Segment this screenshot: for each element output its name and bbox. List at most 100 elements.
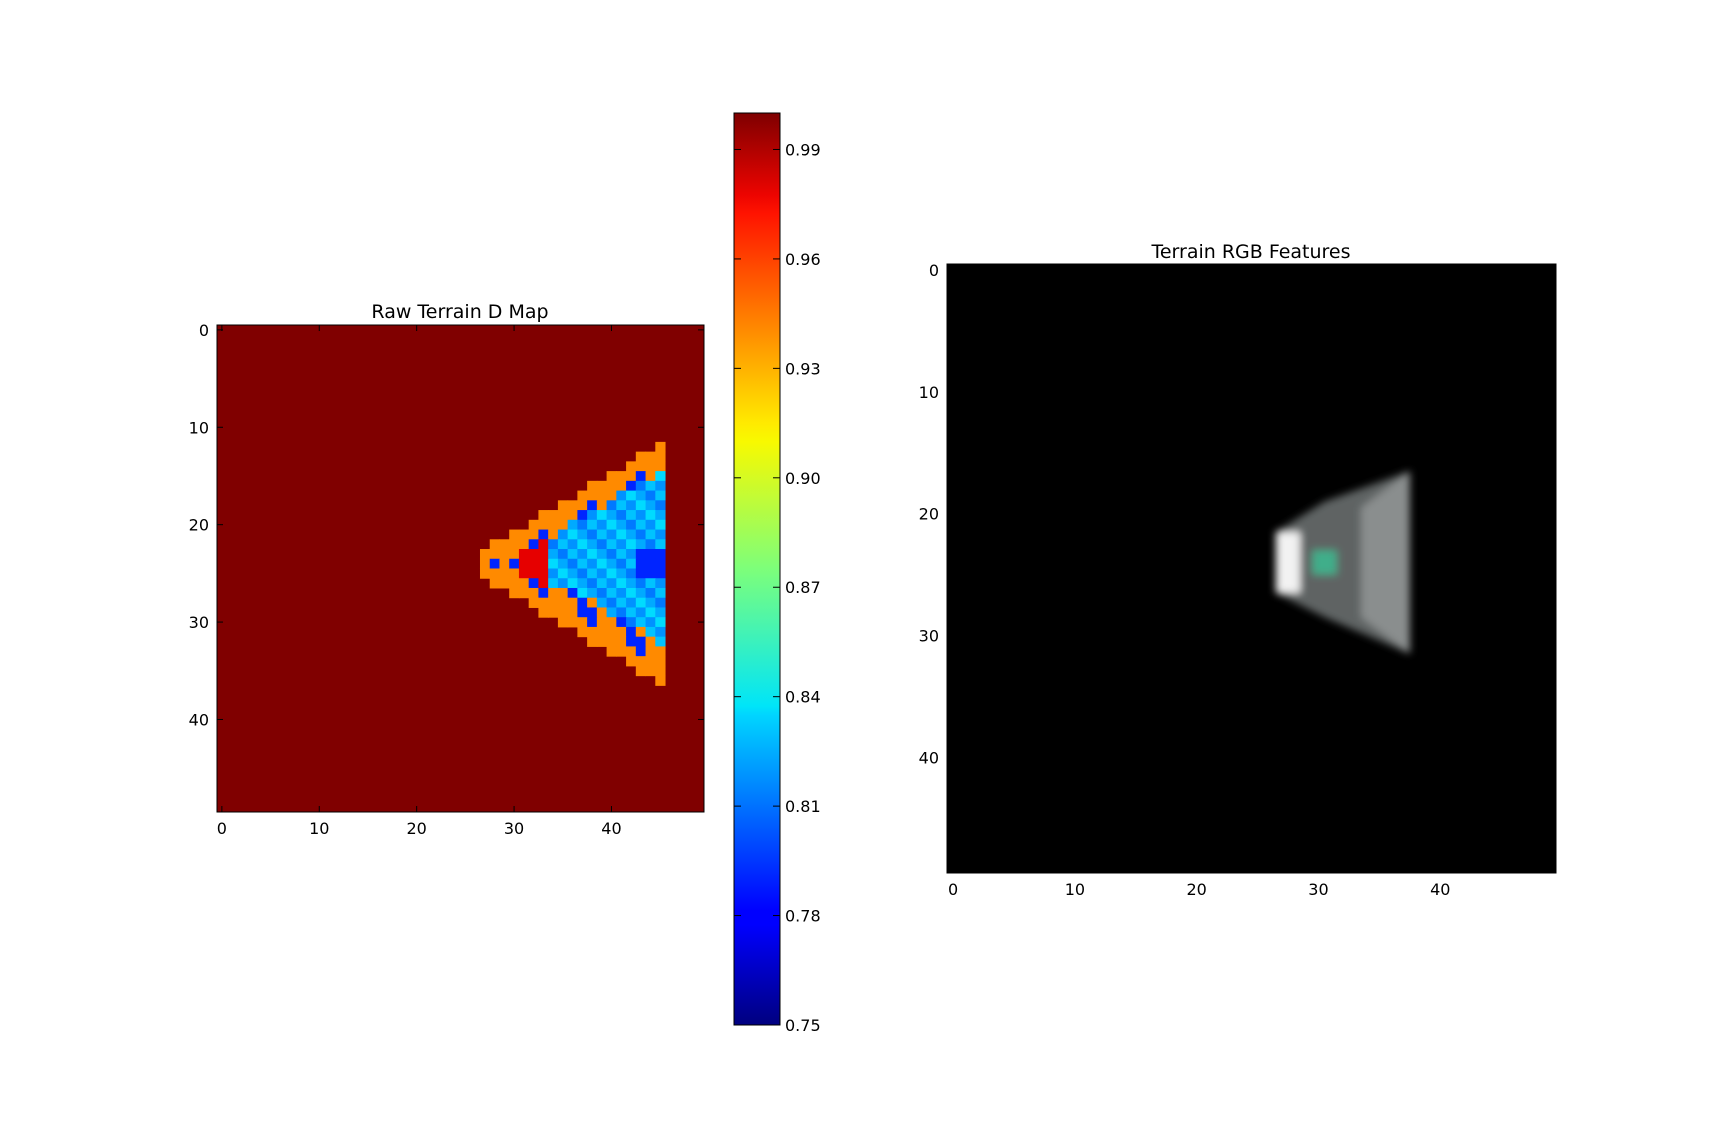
heatmap-cell <box>645 480 656 492</box>
heatmap-cell <box>635 549 647 560</box>
panel2-frame <box>946 263 1557 874</box>
heatmap-cell <box>587 587 598 599</box>
heatmap-cell <box>509 549 520 560</box>
heatmap-cell <box>528 549 539 560</box>
heatmap-cell <box>616 490 627 501</box>
heatmap-cell <box>548 549 559 560</box>
colorbar-tick-label: 0.81 <box>785 797 821 816</box>
heatmap-cell <box>577 597 588 608</box>
heatmap-cell <box>548 558 559 569</box>
heatmap-cell <box>645 539 656 550</box>
heatmap-cell <box>655 617 666 628</box>
heatmap-cell <box>548 519 559 531</box>
heatmap-cell <box>509 587 520 599</box>
heatmap-cell <box>587 549 598 560</box>
heatmap-cell <box>616 597 627 608</box>
panel2-ytick-label: 20 <box>919 505 939 524</box>
heatmap-cell <box>548 539 559 550</box>
heatmap-cell <box>655 461 666 472</box>
heatmap-cell <box>499 578 510 589</box>
panel1-ytick-label: 40 <box>189 710 209 729</box>
heatmap-cell <box>606 646 617 657</box>
heatmap-cell <box>606 539 617 550</box>
heatmap-cell <box>635 558 647 569</box>
heatmap-cell <box>596 607 608 618</box>
heatmap-cell <box>616 529 627 540</box>
heatmap-cell <box>557 529 569 540</box>
heatmap-cell <box>587 617 598 628</box>
heatmap-cell <box>596 617 608 628</box>
heatmap-cell <box>606 607 617 618</box>
heatmap-cell <box>528 587 539 599</box>
heatmap-cell <box>518 539 530 550</box>
heatmap-cell <box>626 529 637 540</box>
heatmap-cell <box>606 617 617 628</box>
heatmap-cell <box>557 568 569 579</box>
heatmap-cell <box>626 626 637 638</box>
heatmap-cell <box>606 529 617 540</box>
heatmap-cell <box>655 587 666 599</box>
heatmap-cell <box>587 597 598 608</box>
heatmap-cell <box>655 665 666 677</box>
panel2-xtick-label: 40 <box>1430 880 1450 899</box>
heatmap-cell <box>626 500 637 511</box>
heatmap-cell <box>645 500 656 511</box>
heatmap-cell <box>606 558 617 569</box>
heatmap-cell <box>577 578 588 589</box>
heatmap-cell <box>548 587 559 599</box>
heatmap-cell <box>489 578 500 589</box>
heatmap-cell <box>626 636 637 647</box>
heatmap-cell <box>616 558 627 569</box>
heatmap-cell <box>626 558 637 569</box>
heatmap-cell <box>557 578 569 589</box>
heatmap-cell <box>655 646 666 657</box>
heatmap-cell <box>616 636 627 647</box>
heatmap-cell <box>557 597 569 608</box>
heatmap-cell <box>528 529 539 540</box>
heatmap-cell <box>557 558 569 569</box>
heatmap-cell <box>479 549 491 560</box>
heatmap-cell <box>577 626 588 638</box>
heatmap-cell <box>635 597 647 608</box>
heatmap-cell <box>616 626 627 638</box>
heatmap-cell <box>479 568 491 579</box>
heatmap-cell <box>577 558 588 569</box>
heatmap-cell <box>587 626 598 638</box>
colorbar-tick-label: 0.93 <box>785 359 821 378</box>
heatmap-cell <box>635 519 647 531</box>
heatmap-cell <box>655 500 666 511</box>
panel1-ytick-label: 0 <box>199 321 209 340</box>
heatmap-cell <box>616 480 627 492</box>
heatmap-cell <box>635 451 647 462</box>
heatmap-cell <box>645 597 656 608</box>
heatmap-cell <box>528 539 539 550</box>
heatmap-cell <box>645 549 656 560</box>
heatmap-cell <box>655 558 666 569</box>
heatmap-cell <box>509 568 520 579</box>
panel1-xtick-label: 0 <box>217 819 227 838</box>
heatmap-cell <box>645 461 656 472</box>
heatmap-cell <box>655 597 666 608</box>
heatmap-cell <box>596 510 608 521</box>
panel2-ytick-label: 10 <box>919 383 939 402</box>
heatmap-cell <box>577 549 588 560</box>
heatmap-cell <box>557 510 569 521</box>
heatmap-cell <box>577 510 588 521</box>
heatmap-cell <box>626 597 637 608</box>
heatmap-cell <box>528 558 539 569</box>
heatmap-cell <box>655 539 666 550</box>
colorbar-tick-label: 0.87 <box>785 578 821 597</box>
heatmap-cell <box>616 587 627 599</box>
heatmap-cell <box>489 539 500 550</box>
heatmap-cell <box>548 510 559 521</box>
heatmap-cell <box>606 636 617 647</box>
panel1-title: Raw Terrain D Map <box>371 301 548 323</box>
heatmap-cell <box>518 587 530 599</box>
panel1-xtick-label: 40 <box>601 819 621 838</box>
heatmap-cell <box>557 549 569 560</box>
heatmap-cell <box>548 529 559 540</box>
heatmap-cell <box>606 626 617 638</box>
heatmap-cell <box>567 510 578 521</box>
heatmap-cell <box>655 675 666 686</box>
heatmap-cell <box>538 597 549 608</box>
